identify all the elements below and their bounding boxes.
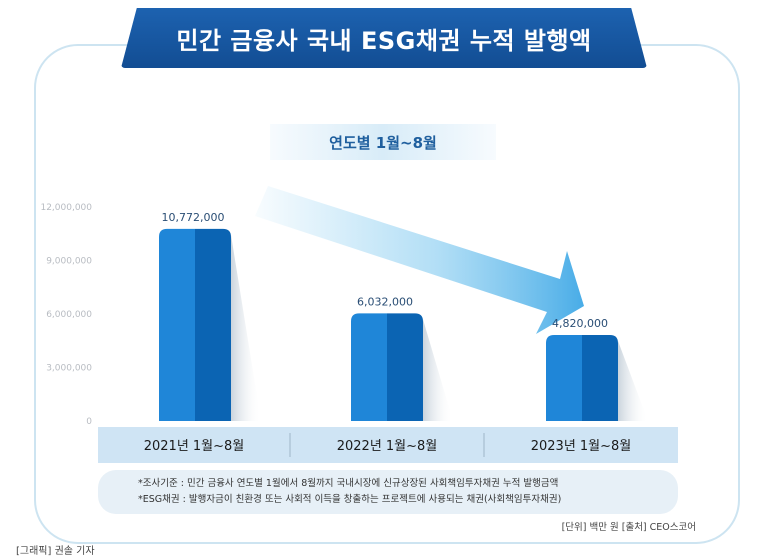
bar-shadow	[423, 319, 453, 421]
graphic-credit: [그래픽] 권솔 기자	[16, 546, 95, 557]
bar-right-face	[582, 335, 618, 421]
x-tick-label: 2023년 1월~8월	[531, 439, 632, 454]
bar-shadow	[231, 234, 261, 421]
source-line: [단위] 백만 원 [출처] CEO스코어	[561, 522, 696, 533]
bar-shadow	[618, 341, 648, 421]
bar-right-face	[387, 313, 423, 421]
x-axis-band	[98, 427, 678, 463]
bar-left-face	[351, 313, 387, 421]
bar-value-label: 6,032,000	[357, 295, 413, 308]
bar-left-face	[159, 228, 195, 421]
trend-arrow	[255, 186, 584, 334]
y-tick-label: 3,000,000	[46, 364, 92, 374]
y-tick-label: 9,000,000	[46, 257, 92, 267]
bar-left-face	[546, 335, 582, 421]
period-label-box: 연도별 1월~8월	[270, 124, 496, 160]
x-tick-label: 2021년 1월~8월	[144, 439, 245, 454]
y-tick-label: 0	[86, 417, 92, 427]
bar-right-face	[195, 228, 231, 421]
period-label: 연도별 1월~8월	[329, 133, 437, 152]
bar-value-label: 10,772,000	[162, 211, 225, 224]
title-banner: 민간 금융사 국내 ESG채권 누적 발행액	[121, 8, 647, 68]
note-box: *조사기준 : 민간 금융사 연도별 1월에서 8월까지 국내시장에 신규상장된…	[98, 470, 678, 514]
bar-value-label: 4,820,000	[552, 317, 608, 330]
chart-title: 민간 금융사 국내 ESG채권 누적 발행액	[176, 26, 592, 55]
y-tick-label: 12,000,000	[40, 203, 92, 213]
note-esg-definition: *ESG채권 : 발행자금이 친환경 또는 사회적 이득을 창출하는 프로젝트에…	[138, 494, 562, 505]
y-tick-label: 6,000,000	[46, 310, 92, 320]
note-survey-basis: *조사기준 : 민간 금융사 연도별 1월에서 8월까지 국내시장에 신규상장된…	[138, 478, 559, 489]
x-tick-label: 2022년 1월~8월	[337, 439, 438, 454]
